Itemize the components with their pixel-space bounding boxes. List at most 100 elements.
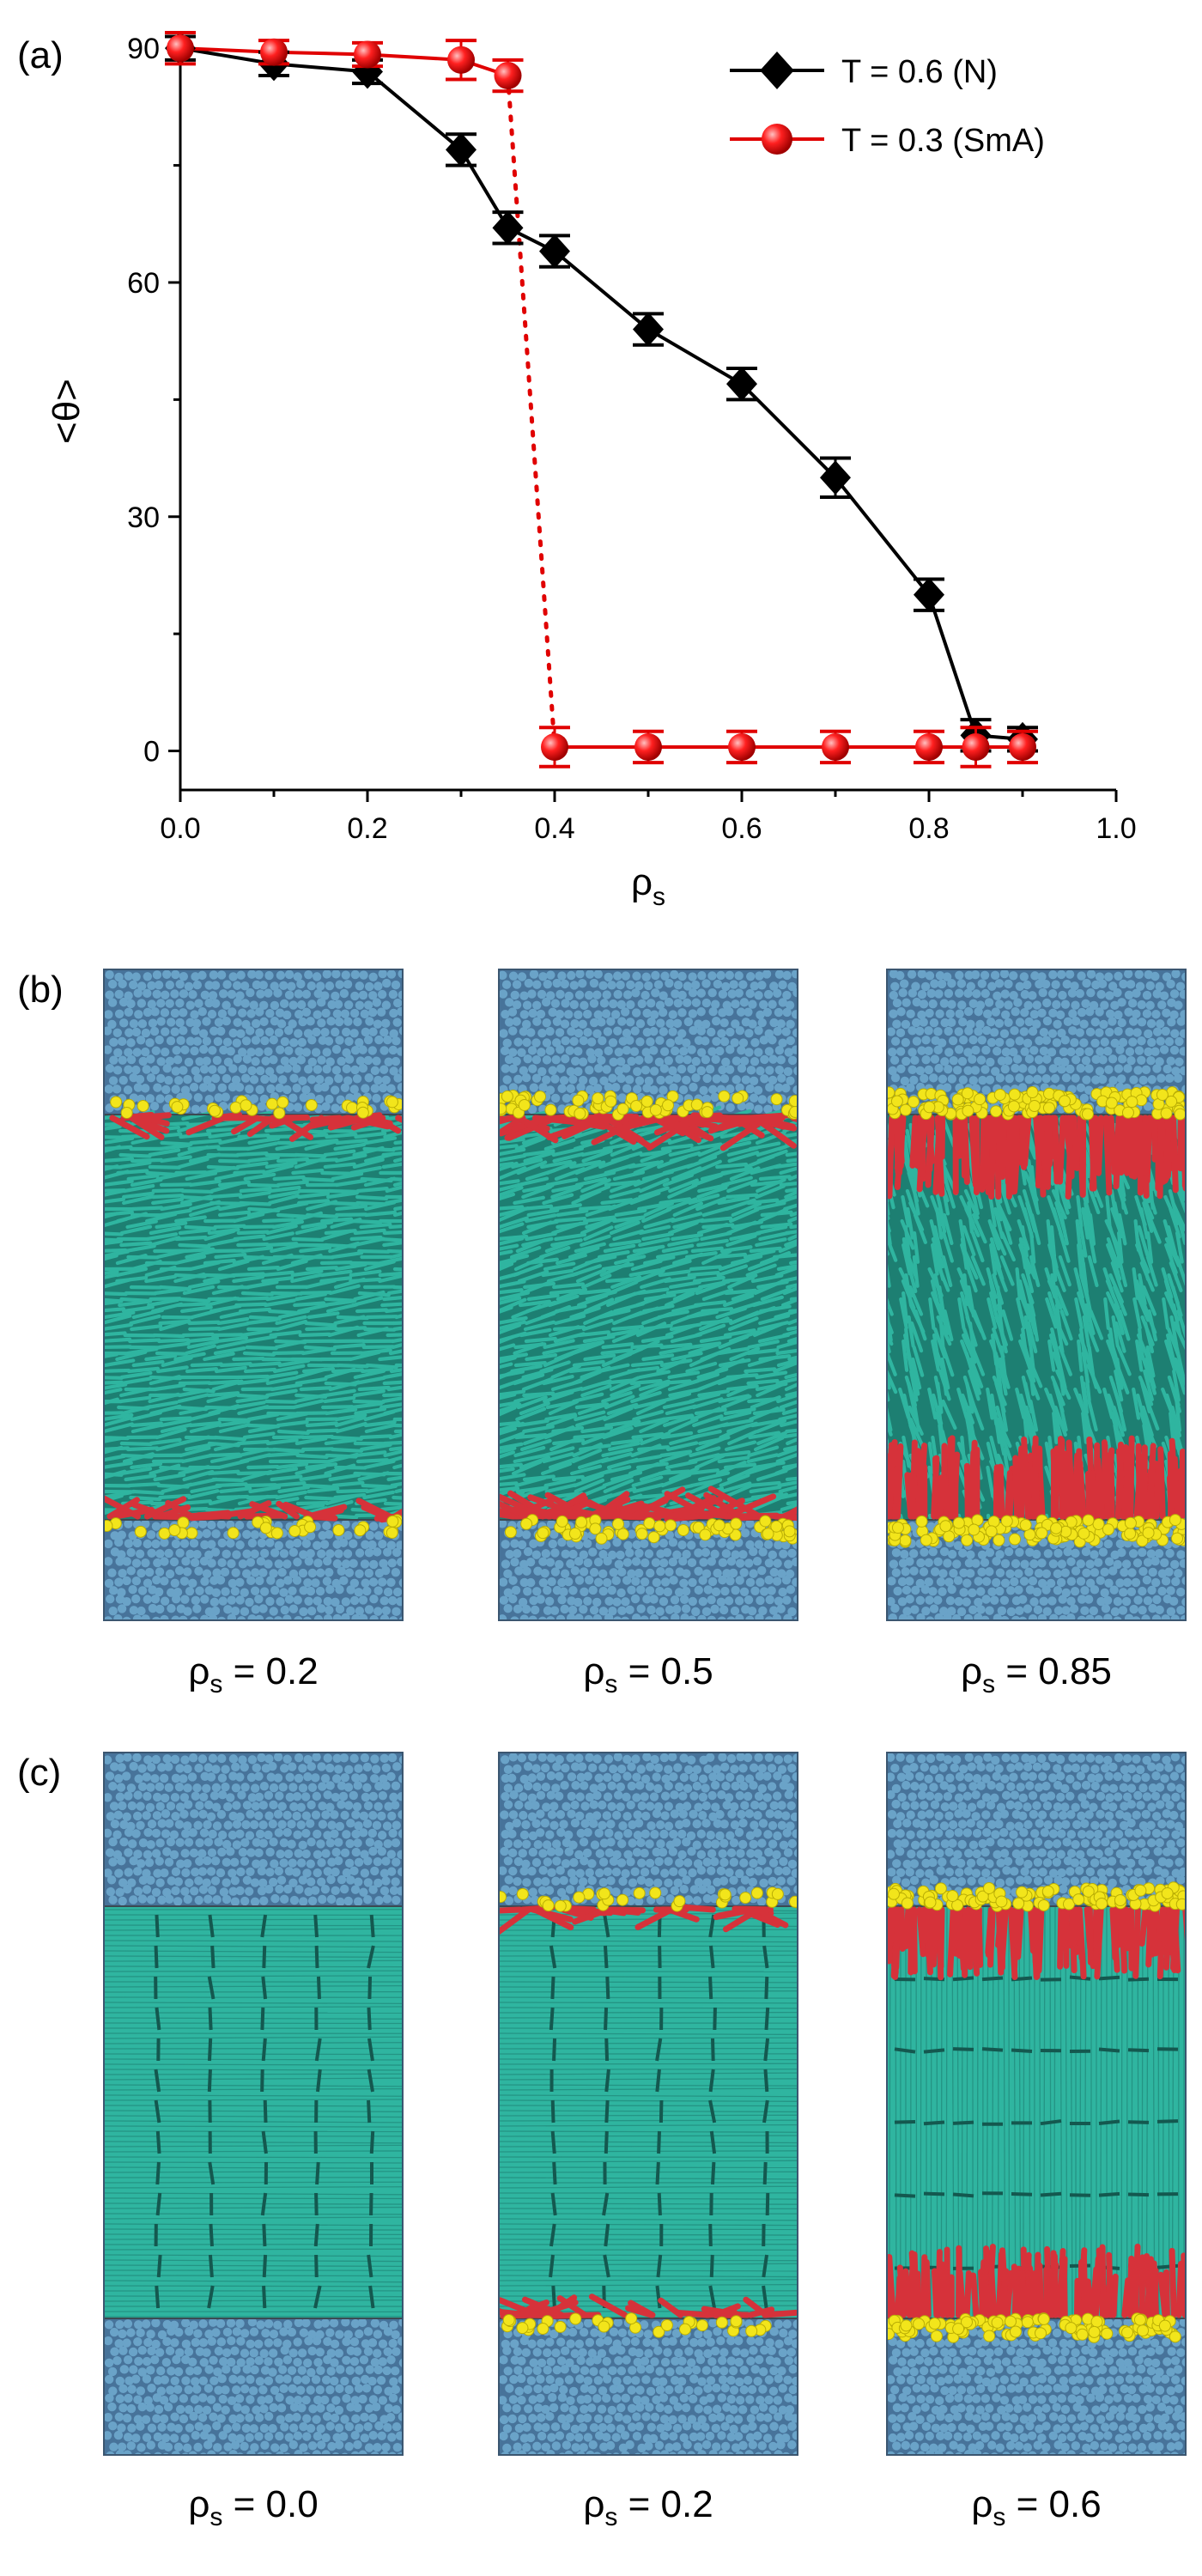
lc-rod <box>189 1139 222 1145</box>
legend-N-marker <box>760 52 794 89</box>
solvent-particle <box>1169 1559 1180 1570</box>
solvent-particle <box>325 1606 334 1615</box>
solvent-particle <box>699 1539 708 1548</box>
lc-rod <box>552 1282 586 1290</box>
solvent-particle <box>593 970 603 979</box>
solvent-particle <box>631 1008 641 1018</box>
lc-rod <box>671 1233 704 1242</box>
lc-rod <box>643 1201 674 1218</box>
lc-rod <box>789 1260 797 1266</box>
solvent-particle <box>940 1018 950 1028</box>
surfactant-head <box>713 1519 725 1532</box>
solvent-particle <box>518 1597 528 1607</box>
solvent-particle <box>587 1054 597 1064</box>
solvent-particle <box>198 1083 209 1092</box>
solvent-particle <box>670 1046 680 1056</box>
solvent-particle <box>392 998 402 1008</box>
lc-rod <box>687 1271 720 1278</box>
lc-rod <box>500 1144 519 1150</box>
lc-rod <box>780 1297 797 1308</box>
solvent-particle <box>373 1019 383 1029</box>
series-N-line <box>179 46 1023 741</box>
surfactant-head <box>501 1090 513 1103</box>
solvent-particle <box>129 1018 139 1029</box>
lc-rod <box>1143 1369 1154 1401</box>
solvent-particle <box>214 1018 224 1027</box>
solvent-particle <box>1090 1038 1100 1048</box>
surfactant-head <box>229 1101 242 1114</box>
lc-rod <box>749 1485 782 1494</box>
surfactant-head <box>643 1517 656 1530</box>
surfactant-head <box>385 1096 398 1109</box>
lc-rod <box>548 1456 580 1470</box>
lc-rod <box>755 1224 788 1236</box>
solvent-particle <box>273 1616 283 1619</box>
solvent-particle <box>250 1586 260 1595</box>
lc-rod <box>523 1320 556 1332</box>
solvent-particle <box>994 979 1005 988</box>
solvent-particle <box>276 1019 287 1029</box>
solvent-particle <box>255 1576 264 1586</box>
lc-rod <box>521 1185 553 1200</box>
lc-rod <box>214 1171 247 1182</box>
solvent-particle <box>781 1027 791 1036</box>
solvent-particle <box>541 997 551 1007</box>
solvent-particle <box>361 1578 370 1588</box>
solvent-particle <box>555 1559 564 1570</box>
lc-rod <box>515 1406 547 1422</box>
solvent-particle <box>793 1066 797 1076</box>
lc-rod <box>671 1212 703 1224</box>
solvent-particle <box>1082 1075 1091 1084</box>
lc-rod <box>179 1499 212 1506</box>
solvent-particle <box>702 1073 712 1084</box>
solvent-particle <box>105 1578 114 1589</box>
surfactant-head <box>171 1101 184 1114</box>
solvent-particle <box>519 991 529 1000</box>
lc-rod <box>245 1334 277 1344</box>
lc-rod <box>1058 1399 1068 1432</box>
solvent-particle <box>642 1028 652 1037</box>
solvent-particle <box>1023 980 1032 990</box>
lc-rod <box>500 1259 517 1267</box>
solvent-particle <box>179 1025 188 1036</box>
lc-rod <box>720 1394 752 1410</box>
lc-rod <box>731 1201 762 1218</box>
solvent-particle <box>1121 1559 1132 1569</box>
lc-rod <box>295 1500 330 1506</box>
solvent-particle <box>609 999 618 1009</box>
solvent-particle <box>924 1065 934 1075</box>
solvent-particle <box>222 1000 231 1010</box>
solvent-particle <box>749 1093 759 1103</box>
solvent-particle <box>131 1027 142 1037</box>
solvent-particle <box>334 1549 343 1558</box>
lc-rod <box>1105 1279 1120 1310</box>
solvent-particle <box>668 1538 678 1547</box>
lc-rod <box>580 1425 614 1434</box>
lc-rod <box>500 1137 525 1145</box>
lc-rod <box>335 1139 368 1145</box>
solvent-particle <box>165 1056 175 1066</box>
lc-rod <box>640 1149 671 1163</box>
lc-rod <box>261 1270 294 1278</box>
solvent-particle <box>105 1010 113 1019</box>
solvent-particle <box>1105 991 1114 1000</box>
lc-rod <box>909 1369 919 1402</box>
lc-rod <box>240 1246 274 1254</box>
solvent-particle <box>906 1083 915 1092</box>
solvent-particle <box>264 1027 275 1037</box>
lc-rod <box>105 1345 132 1350</box>
lc-rod <box>272 1364 306 1374</box>
lc-rod <box>217 1321 250 1332</box>
solvent-particle <box>557 1084 567 1093</box>
solvent-particle <box>299 1586 308 1595</box>
solvent-particle <box>503 1604 513 1613</box>
solvent-particle <box>1005 1073 1014 1084</box>
lc-rod <box>235 1151 269 1157</box>
lc-rod <box>667 1370 701 1380</box>
lc-rod <box>639 1177 670 1194</box>
solvent-particle <box>386 970 397 979</box>
lc-rod <box>1111 1315 1120 1348</box>
lc-rod <box>554 1232 587 1242</box>
lc-rod <box>391 1342 402 1350</box>
solvent-particle <box>647 1605 656 1615</box>
